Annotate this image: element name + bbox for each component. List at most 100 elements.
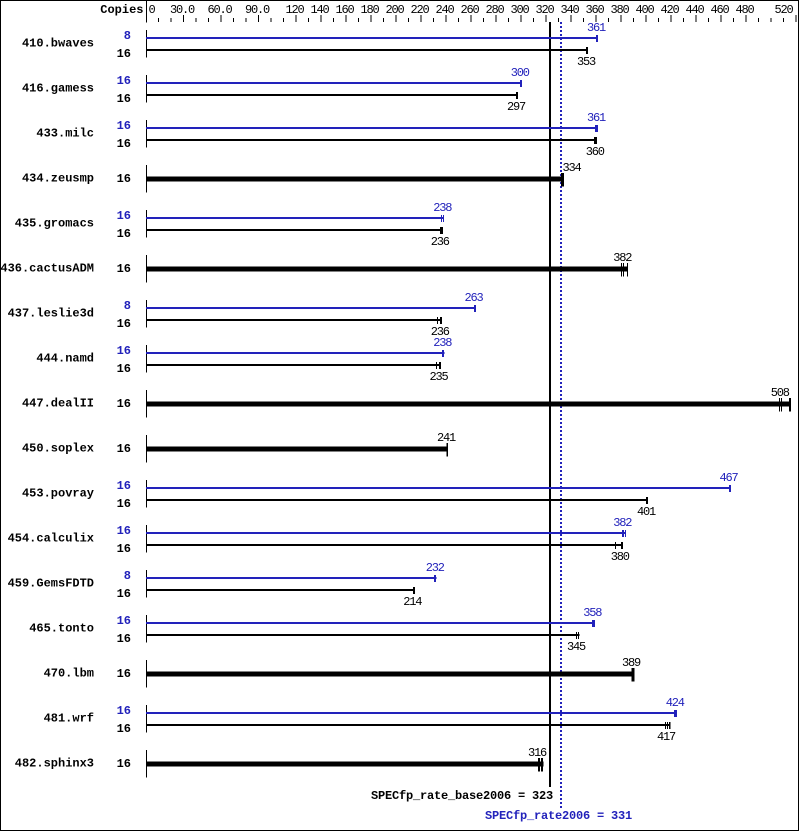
svg-text:8: 8: [124, 299, 131, 313]
svg-text:16: 16: [117, 119, 131, 133]
svg-text:382: 382: [613, 251, 632, 265]
svg-text:424: 424: [666, 696, 685, 710]
svg-text:417: 417: [657, 730, 676, 744]
svg-text:16: 16: [117, 722, 131, 736]
svg-text:482.sphinx3: 482.sphinx3: [15, 757, 94, 771]
svg-text:316: 316: [528, 746, 547, 760]
svg-text:8: 8: [124, 29, 131, 43]
svg-text:459.GemsFDTD: 459.GemsFDTD: [8, 577, 94, 591]
svg-text:320: 320: [535, 3, 554, 17]
svg-text:297: 297: [507, 100, 526, 114]
svg-text:508: 508: [771, 386, 790, 400]
svg-text:410.bwaves: 410.bwaves: [22, 37, 94, 51]
svg-text:8: 8: [124, 569, 131, 583]
svg-text:420: 420: [660, 3, 679, 17]
svg-text:280: 280: [485, 3, 504, 17]
svg-text:436.cactusADM: 436.cactusADM: [0, 262, 94, 276]
svg-text:241: 241: [437, 431, 456, 445]
svg-text:353: 353: [577, 55, 596, 69]
svg-text:300: 300: [511, 66, 530, 80]
svg-text:453.povray: 453.povray: [22, 487, 94, 501]
svg-text:200: 200: [385, 3, 404, 17]
svg-text:260: 260: [460, 3, 479, 17]
svg-text:SPECfp_rate_base2006 = 323: SPECfp_rate_base2006 = 323: [371, 789, 553, 803]
svg-text:236: 236: [431, 325, 450, 339]
svg-text:0: 0: [149, 3, 156, 17]
svg-text:SPECfp_rate2006 = 331: SPECfp_rate2006 = 331: [485, 809, 632, 823]
svg-text:16: 16: [117, 227, 131, 241]
svg-text:16: 16: [117, 542, 131, 556]
svg-text:238: 238: [433, 201, 452, 215]
svg-text:60.0: 60.0: [207, 3, 232, 17]
svg-text:235: 235: [429, 370, 448, 384]
svg-text:467: 467: [719, 471, 738, 485]
svg-text:16: 16: [117, 317, 131, 331]
svg-text:434.zeusmp: 434.zeusmp: [22, 172, 94, 186]
svg-text:236: 236: [431, 235, 450, 249]
svg-text:440: 440: [685, 3, 704, 17]
svg-text:300: 300: [510, 3, 529, 17]
svg-text:345: 345: [567, 640, 586, 654]
svg-text:16: 16: [117, 262, 131, 276]
svg-text:Copies: Copies: [100, 3, 143, 17]
svg-text:16: 16: [117, 667, 131, 681]
svg-text:340: 340: [560, 3, 579, 17]
svg-text:437.leslie3d: 437.leslie3d: [8, 307, 94, 321]
svg-text:16: 16: [117, 442, 131, 456]
svg-text:447.dealII: 447.dealII: [22, 397, 94, 411]
svg-text:238: 238: [433, 336, 452, 350]
svg-text:180: 180: [360, 3, 379, 17]
svg-text:401: 401: [637, 505, 656, 519]
svg-text:16: 16: [117, 92, 131, 106]
svg-text:16: 16: [117, 209, 131, 223]
svg-text:16: 16: [117, 74, 131, 88]
svg-text:16: 16: [117, 47, 131, 61]
svg-text:520: 520: [774, 3, 793, 17]
svg-text:16: 16: [117, 497, 131, 511]
svg-text:382: 382: [613, 516, 632, 530]
svg-text:16: 16: [117, 137, 131, 151]
svg-text:358: 358: [583, 606, 602, 620]
svg-text:360: 360: [586, 145, 605, 159]
svg-text:16: 16: [117, 397, 131, 411]
svg-text:16: 16: [117, 757, 131, 771]
svg-text:460: 460: [710, 3, 729, 17]
svg-text:416.gamess: 416.gamess: [22, 82, 94, 96]
svg-text:232: 232: [426, 561, 445, 575]
svg-text:140: 140: [310, 3, 329, 17]
svg-text:16: 16: [117, 479, 131, 493]
svg-text:16: 16: [117, 524, 131, 538]
svg-text:16: 16: [117, 614, 131, 628]
svg-text:16: 16: [117, 587, 131, 601]
svg-text:160: 160: [335, 3, 354, 17]
svg-text:214: 214: [403, 595, 422, 609]
svg-text:480: 480: [735, 3, 754, 17]
svg-text:361: 361: [587, 111, 606, 125]
svg-text:90.0: 90.0: [245, 3, 270, 17]
svg-text:30.0: 30.0: [170, 3, 195, 17]
svg-text:16: 16: [117, 362, 131, 376]
svg-text:16: 16: [117, 172, 131, 186]
svg-text:263: 263: [464, 291, 483, 305]
svg-text:444.namd: 444.namd: [36, 352, 94, 366]
svg-text:240: 240: [435, 3, 454, 17]
svg-text:400: 400: [635, 3, 654, 17]
svg-text:481.wrf: 481.wrf: [44, 712, 94, 726]
svg-text:389: 389: [622, 656, 641, 670]
svg-text:433.milc: 433.milc: [36, 127, 94, 141]
svg-text:380: 380: [611, 550, 630, 564]
svg-text:334: 334: [563, 161, 582, 175]
svg-text:120: 120: [285, 3, 304, 17]
svg-text:361: 361: [587, 21, 606, 35]
svg-text:470.lbm: 470.lbm: [44, 667, 94, 681]
svg-text:360: 360: [585, 3, 604, 17]
svg-text:435.gromacs: 435.gromacs: [15, 217, 94, 231]
svg-text:220: 220: [410, 3, 429, 17]
svg-text:16: 16: [117, 344, 131, 358]
svg-text:465.tonto: 465.tonto: [29, 622, 94, 636]
svg-text:16: 16: [117, 632, 131, 646]
svg-text:450.soplex: 450.soplex: [22, 442, 94, 456]
svg-text:454.calculix: 454.calculix: [8, 532, 94, 546]
svg-text:16: 16: [117, 704, 131, 718]
svg-text:380: 380: [610, 3, 629, 17]
